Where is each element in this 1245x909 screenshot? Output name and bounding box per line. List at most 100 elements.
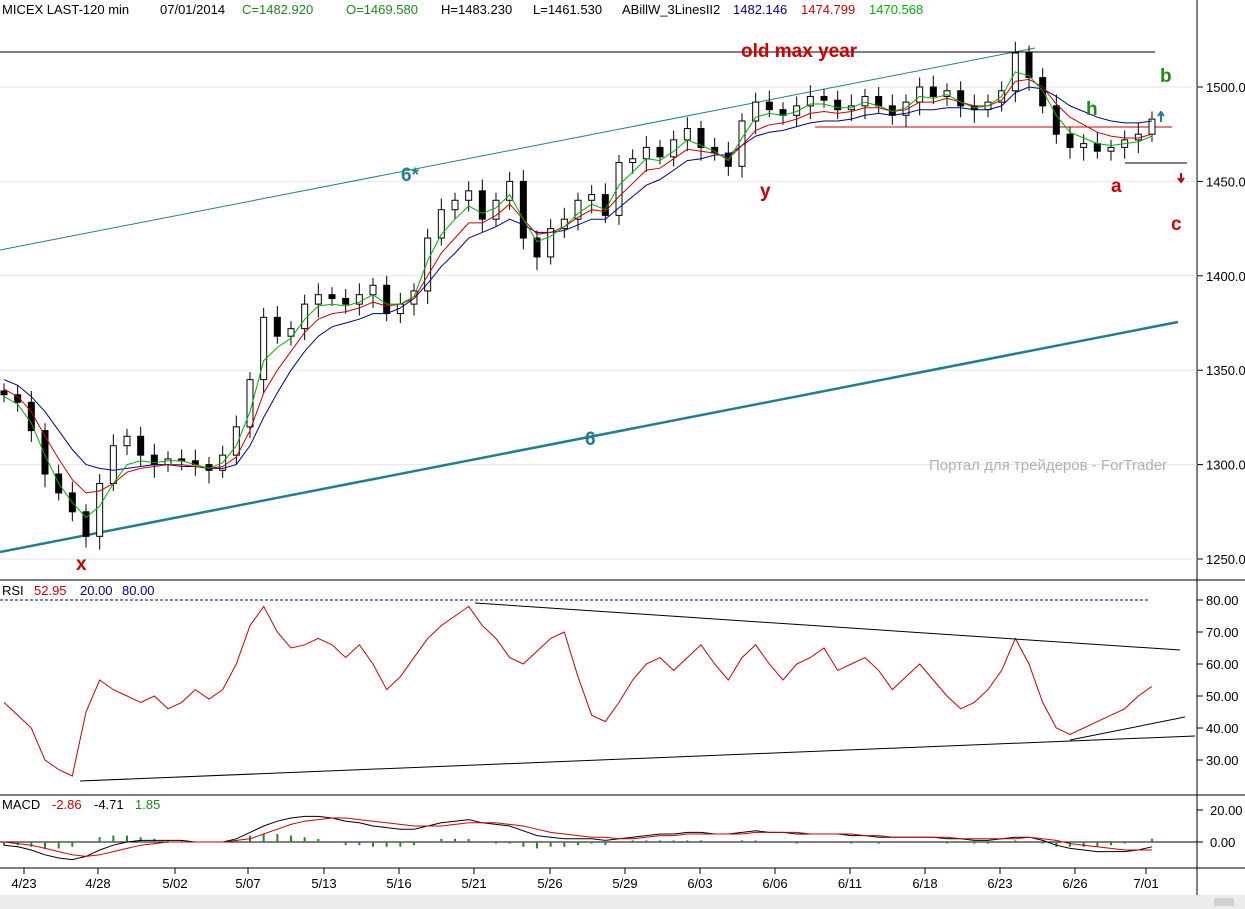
x-tick-label: 4/28: [85, 876, 110, 891]
candle-body: [355, 294, 363, 305]
rsi-trendline-top: [474, 602, 1181, 651]
scroll-handle[interactable]: [1214, 898, 1234, 906]
x-tick-label: 6/18: [912, 876, 937, 891]
candle-body: [328, 294, 336, 299]
price-tick-label: 1250.00: [1206, 552, 1245, 567]
price-tick-label: 1400.00: [1206, 269, 1245, 284]
rsi-grid: 30.00 40.00 50.00 60.00 70.00 80.00: [1197, 593, 1239, 768]
rsi-tick-label: 70.00: [1206, 625, 1239, 640]
candle-body: [656, 146, 664, 158]
header-close: C=1482.920: [242, 2, 313, 17]
candle-body: [765, 101, 773, 111]
x-tick-label: 7/01: [1133, 876, 1158, 891]
candle-body: [519, 180, 527, 239]
header-open: O=1469.580: [346, 2, 418, 17]
candle-body: [1052, 105, 1060, 135]
macd-signal-line: [3, 817, 1152, 857]
x-tick-label: 6/11: [838, 876, 862, 891]
candle-body: [793, 105, 801, 116]
candle-body: [164, 458, 172, 466]
candle-body: [232, 426, 240, 456]
candle-body: [957, 90, 965, 107]
x-tick-label: 6/26: [1062, 876, 1087, 891]
candle-body: [820, 95, 828, 101]
annotation-x: x: [76, 554, 87, 575]
x-tick-label: 5/26: [537, 876, 562, 891]
x-tick-label: 5/29: [612, 876, 637, 891]
candle-body: [410, 290, 418, 305]
candle-body: [533, 237, 541, 258]
candle-body: [875, 95, 883, 107]
x-tick-label: 6/23: [987, 876, 1012, 891]
header-line2: 1474.799: [801, 2, 855, 17]
candle-body: [478, 190, 486, 220]
candle-body: [670, 139, 678, 158]
header-line3: 1470.568: [869, 2, 923, 17]
rsi-tick-label: 60.00: [1206, 657, 1239, 672]
candle-body: [369, 284, 377, 296]
candle-body: [697, 128, 705, 148]
macd-series: [3, 815, 1153, 861]
candle-body: [424, 237, 432, 292]
rsi-trendline-short: [1069, 716, 1186, 741]
rsi-tick-label: 80.00: [1206, 593, 1239, 608]
candle-body: [287, 328, 295, 337]
candle-body: [383, 284, 391, 315]
candle-body: [834, 99, 842, 111]
candle-body: [861, 95, 869, 107]
candle-body: [943, 90, 951, 97]
x-tick-label: 5/07: [235, 876, 260, 891]
candle-body: [301, 303, 309, 330]
header-low: L=1461.530: [533, 2, 602, 17]
candle-body: [0, 390, 8, 396]
ma-green-line: [3, 71, 1153, 519]
candle-body: [806, 95, 814, 107]
x-tick-label: 5/13: [311, 876, 336, 891]
annotation-old-max: old max year: [741, 41, 858, 62]
x-tick-label: 5/02: [162, 876, 187, 891]
candle-body: [1066, 133, 1074, 148]
annotation-channel-bottom: 6: [585, 429, 596, 450]
header-line1: 1482.146: [733, 2, 787, 17]
annotation-b: b: [1160, 66, 1172, 87]
annotation-h: h: [1086, 99, 1098, 120]
candle-body: [916, 86, 924, 103]
candle-body: [82, 511, 90, 537]
arrow-up-icon: [1157, 110, 1165, 122]
rsi-tick-label: 40.00: [1206, 721, 1239, 736]
rsi-tick-label: 50.00: [1206, 689, 1239, 704]
candle-body: [14, 394, 22, 403]
candle-body: [929, 86, 937, 97]
x-tick-label: 5/16: [386, 876, 411, 891]
watermark: Портал для трейдеров - ForTrader: [929, 457, 1167, 474]
macd-value-1: -2.86: [52, 797, 82, 812]
price-tick-label: 1300.00: [1206, 458, 1245, 473]
header-indicator: ABillW_3LinesII2: [622, 2, 720, 17]
candle-body: [437, 209, 445, 239]
candle-body: [642, 146, 650, 160]
candle-body: [1080, 143, 1088, 148]
candle-body: [629, 158, 637, 164]
header-symbol: MICEX LAST-120 min: [2, 2, 129, 17]
candle-body: [451, 199, 459, 211]
bottom-strip: [0, 895, 1245, 909]
price-tick-label: 1450.00: [1206, 174, 1245, 189]
price-grid: 1250.00 1300.00 1350.00 1400.00 1450.00 1500.…: [0, 80, 1245, 567]
rsi-line: [3, 605, 1153, 777]
x-axis-ticks: 4/23 4/28 5/02 5/07 5/13 5/16 5/21 5/26 5/29 6/03…: [11, 868, 1159, 891]
candle-body: [1025, 52, 1033, 79]
x-tick-label: 6/06: [762, 876, 787, 891]
candle-body: [492, 199, 500, 220]
candle-body: [615, 162, 623, 216]
channel-bottom-line: [0, 320, 1179, 554]
candle-body: [96, 482, 104, 537]
candle-body: [260, 316, 268, 381]
annotation-y: y: [760, 181, 771, 202]
candle-body: [41, 430, 49, 475]
header-high: H=1483.230: [441, 2, 512, 17]
annotation-a: a: [1111, 176, 1122, 197]
macd-grid: 0.00 20.00: [1197, 803, 1243, 850]
header-date: 07/01/2014: [160, 2, 225, 17]
